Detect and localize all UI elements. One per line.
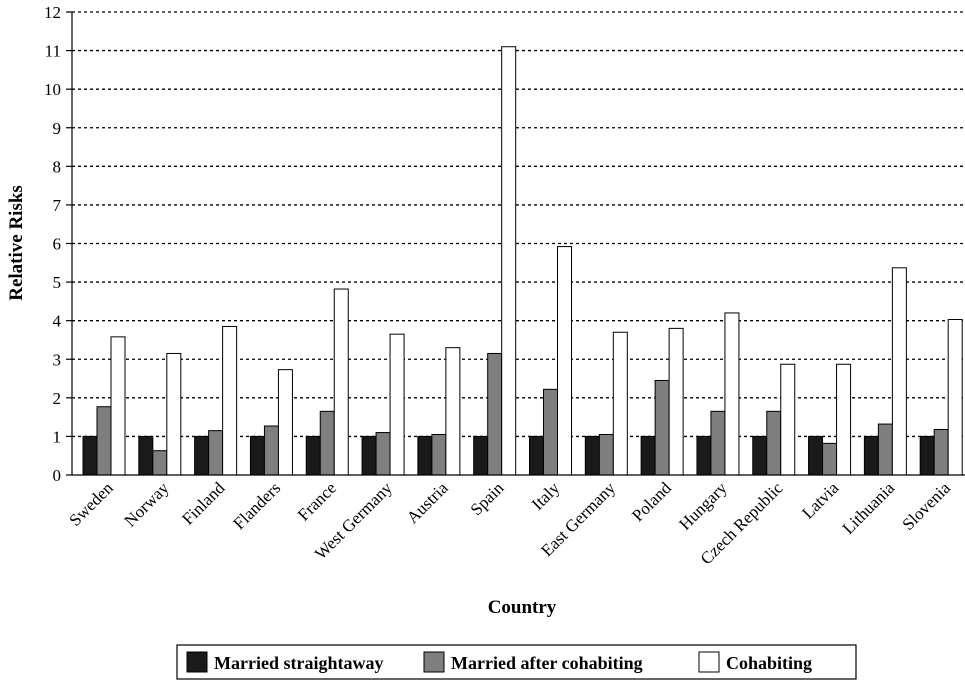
x-tick-label-france: France: [294, 478, 340, 524]
bar-sweden-married-straightaway: [82, 435, 98, 476]
y-tick-label: 1: [53, 427, 62, 446]
y-tick-label: 2: [53, 389, 62, 408]
bar-finland-cohabiting: [222, 325, 238, 476]
x-tick-label-poland: Poland: [628, 478, 675, 525]
x-axis-title: Country: [488, 597, 557, 618]
bar-france-married-after-cohabiting: [319, 410, 335, 476]
y-tick-label: 0: [53, 466, 62, 485]
y-tick-label: 5: [53, 273, 62, 292]
bar-norway-married-straightaway: [138, 435, 154, 476]
bar-latvia-married-after-cohabiting: [822, 442, 838, 476]
bar-west-germany-married-straightaway: [361, 435, 377, 476]
y-tick-label: 12: [44, 3, 61, 22]
bar-hungary-cohabiting: [724, 312, 740, 476]
bar-lithuania-cohabiting: [891, 267, 907, 476]
bar-finland-married-straightaway: [194, 435, 210, 476]
bar-czech-republic-cohabiting: [780, 363, 796, 476]
bar-latvia-cohabiting: [836, 363, 852, 476]
y-tick-label: 6: [53, 235, 62, 254]
bar-poland-cohabiting: [668, 327, 684, 476]
x-tick-label-italy: Italy: [528, 478, 564, 514]
bar-slovenia-cohabiting: [947, 319, 963, 476]
bar-east-germany-married-after-cohabiting: [598, 433, 614, 476]
y-tick-label: 3: [53, 350, 62, 369]
y-tick-label: 8: [53, 157, 62, 176]
bars: [82, 46, 963, 476]
legend-label-married-after-cohabiting: Married after cohabiting: [451, 653, 643, 673]
bar-spain-married-straightaway: [473, 435, 489, 476]
bar-latvia-married-straightaway: [808, 435, 824, 476]
bar-east-germany-cohabiting: [612, 331, 628, 476]
x-tick-label-austria: Austria: [403, 478, 452, 527]
bar-finland-married-after-cohabiting: [208, 430, 224, 476]
bar-norway-cohabiting: [166, 352, 182, 476]
bar-hungary-married-straightaway: [696, 435, 712, 476]
bar-italy-cohabiting: [557, 246, 572, 476]
legend-box: [176, 644, 857, 680]
legend-swatch-married-straightaway: [186, 651, 208, 673]
bar-france-married-straightaway: [305, 435, 321, 476]
legend-swatch-cohabiting: [698, 651, 720, 673]
x-tick-label-norway: Norway: [120, 478, 173, 531]
bar-austria-cohabiting: [445, 347, 461, 476]
x-tick-label-hungary: Hungary: [675, 478, 731, 534]
bar-spain-cohabiting: [501, 46, 517, 476]
bar-czech-republic-married-straightaway: [752, 435, 768, 476]
bar-austria-married-straightaway: [417, 435, 433, 476]
y-tick-label: 9: [53, 119, 62, 138]
bar-spain-married-after-cohabiting: [487, 352, 503, 476]
legend-label-cohabiting: Cohabiting: [726, 653, 812, 673]
bar-west-germany-married-after-cohabiting: [375, 432, 391, 476]
legend-label-married-straightaway: Married straightaway: [214, 653, 383, 673]
bar-slovenia-married-after-cohabiting: [933, 428, 949, 476]
x-tick-label-lithuania: Lithuania: [839, 478, 899, 538]
bar-czech-republic-married-after-cohabiting: [766, 410, 782, 476]
x-tick-label-spain: Spain: [467, 478, 508, 519]
bar-poland-married-straightaway: [640, 435, 656, 476]
bar-flanders-married-after-cohabiting: [263, 425, 279, 476]
bar-hungary-married-after-cohabiting: [710, 410, 726, 476]
bar-italy-married-after-cohabiting: [543, 388, 558, 476]
bar-sweden-cohabiting: [110, 336, 126, 476]
bar-italy-married-straightaway: [529, 435, 544, 476]
x-tick-label-latvia: Latvia: [798, 478, 842, 522]
legend-swatch-married-after-cohabiting: [423, 651, 445, 673]
bar-norway-married-after-cohabiting: [152, 450, 168, 476]
x-tick-label-finland: Finland: [178, 478, 229, 529]
bar-west-germany-cohabiting: [389, 333, 405, 476]
y-tick-label: 7: [53, 196, 62, 215]
y-tick-label: 11: [45, 42, 61, 61]
y-tick-label: 4: [53, 312, 62, 331]
bar-poland-married-after-cohabiting: [654, 379, 670, 476]
x-tick-label-sweden: Sweden: [65, 478, 117, 530]
x-tick-label-flanders: Flanders: [229, 478, 284, 533]
gridlines: [72, 11, 965, 438]
x-tick-label-slovenia: Slovenia: [899, 478, 955, 534]
bar-sweden-married-after-cohabiting: [96, 406, 112, 476]
bar-lithuania-married-straightaway: [863, 435, 879, 476]
bar-slovenia-married-straightaway: [919, 435, 935, 476]
bar-lithuania-married-after-cohabiting: [877, 423, 893, 476]
y-axis-title: Relative Risks: [6, 185, 27, 301]
bar-flanders-cohabiting: [277, 369, 293, 476]
y-tick-label: 10: [44, 80, 61, 99]
bar-flanders-married-straightaway: [249, 435, 265, 476]
bar-east-germany-married-straightaway: [584, 435, 600, 476]
bar-austria-married-after-cohabiting: [431, 433, 447, 476]
bar-france-cohabiting: [333, 288, 349, 476]
legend: Married straightaway Married after cohab…: [176, 644, 857, 680]
